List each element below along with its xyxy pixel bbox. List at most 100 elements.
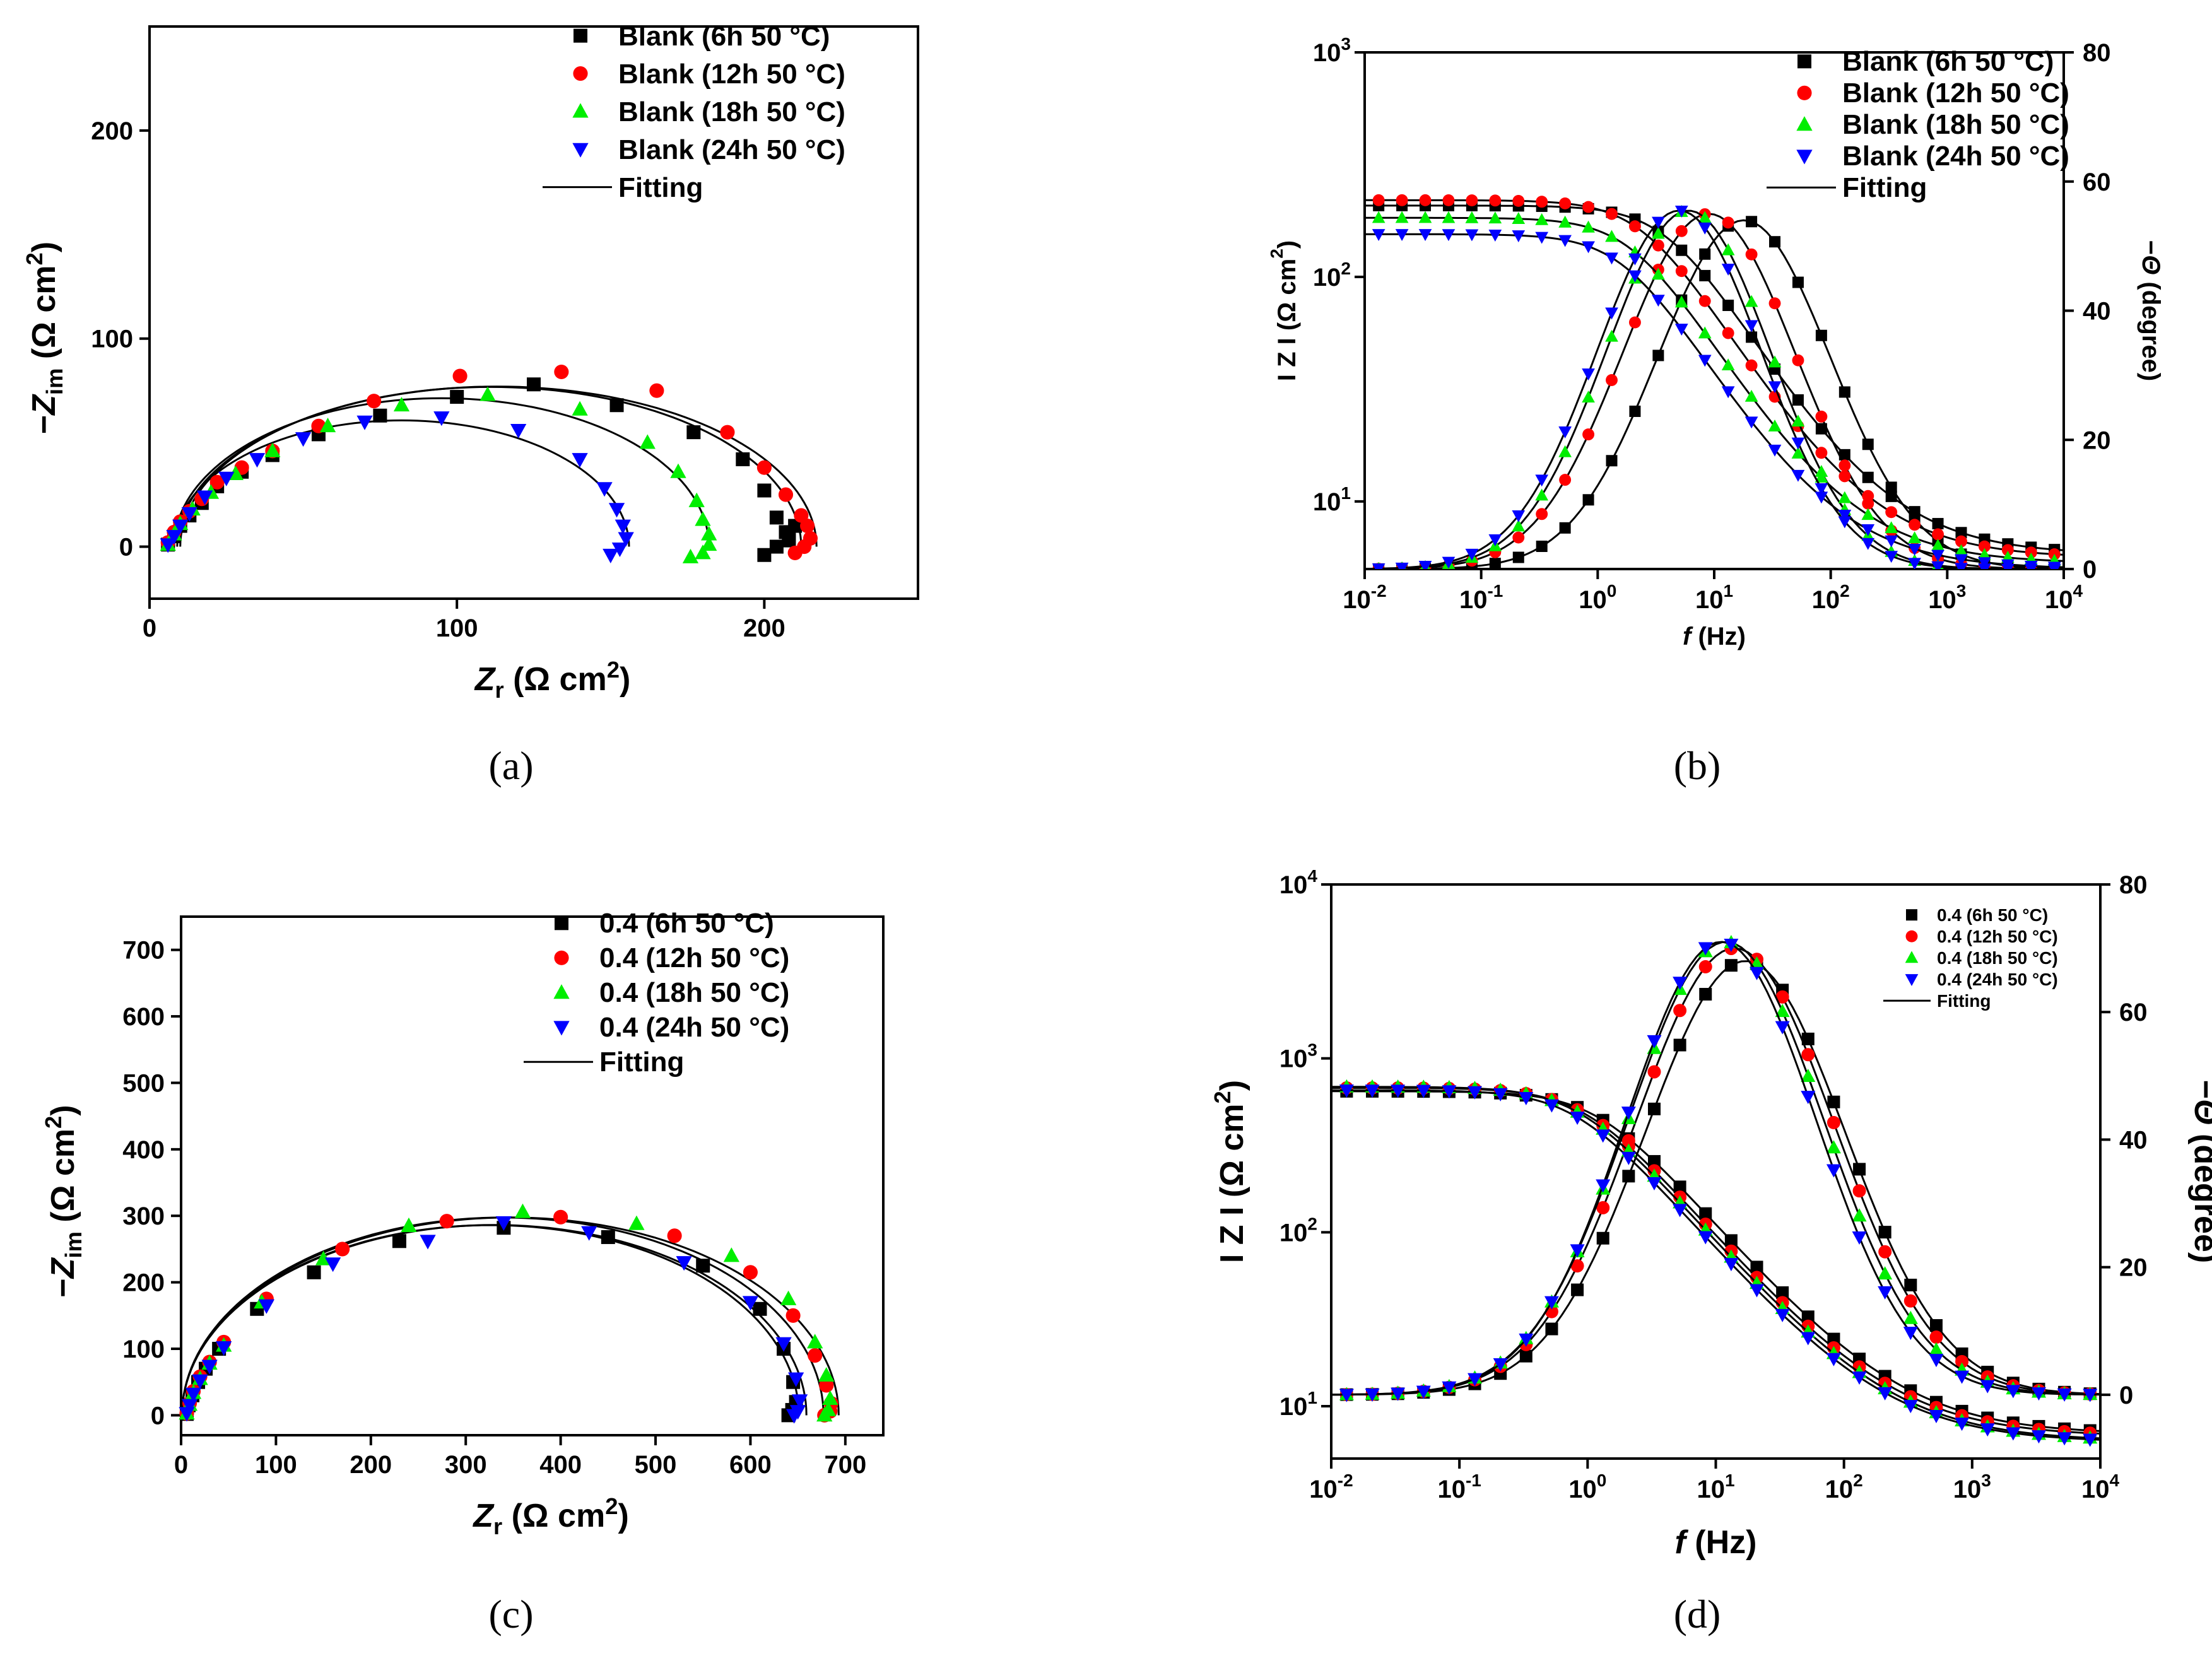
data-point-phase: [1724, 959, 1738, 972]
data-point-phase: [2031, 1387, 2046, 1401]
data-point-modulus: [1628, 270, 1642, 283]
y-axis-title: −Zim (Ω cm2): [40, 1105, 86, 1297]
data-point-phase: [1862, 497, 1874, 510]
data-point-modulus: [1493, 1088, 1508, 1101]
legend-marker-3: [1905, 951, 1919, 963]
data-point-modulus: [1519, 1092, 1534, 1106]
data-point-phase: [1622, 1170, 1635, 1183]
fit-phase-1: [1331, 960, 2100, 1396]
data-point-modulus: [1488, 211, 1502, 224]
data-point-modulus: [1652, 267, 1665, 280]
data-point-phase: [1769, 236, 1781, 248]
legend-label-2: Blank (12h 50 °C): [618, 59, 845, 90]
y-tick-label: 101: [1313, 483, 1351, 516]
data-point-modulus: [1418, 211, 1432, 223]
y-tick-label: 100: [91, 326, 133, 353]
data-point: [628, 1215, 645, 1230]
data-point-modulus: [1698, 1231, 1713, 1245]
data-point-phase: [1488, 534, 1502, 546]
x-axis-title: Zr (Ω cm2): [472, 1493, 629, 1539]
data-point-modulus: [1339, 1084, 1354, 1098]
data-point-phase: [1852, 1208, 1867, 1222]
data-point-modulus: [1699, 1207, 1712, 1220]
data-point: [295, 432, 312, 447]
plot-area: [1365, 194, 2064, 569]
data-point: [608, 503, 625, 518]
data-point: [775, 1337, 792, 1352]
data-point-phase: [1853, 1163, 1866, 1176]
data-point-modulus: [1955, 527, 1967, 539]
data-point: [822, 1390, 838, 1405]
series-4: [179, 1216, 808, 1424]
data-point: [609, 398, 624, 413]
data-point-phase: [1647, 1102, 1661, 1115]
data-point-phase: [1827, 1115, 1840, 1129]
data-point: [788, 519, 803, 533]
data-point: [319, 418, 336, 433]
data-point: [782, 531, 796, 546]
data-point-phase: [1512, 519, 1526, 532]
data-point-phase: [1885, 481, 1897, 493]
fit-modulus-3: [1365, 216, 2064, 562]
legend-marker-3: [553, 984, 570, 999]
x-tick-label: 100: [1568, 1471, 1606, 1503]
x-tick-label: 102: [1825, 1471, 1863, 1503]
data-point-modulus: [1722, 300, 1734, 312]
data-point-phase: [1903, 1327, 1918, 1341]
data-point-phase: [1929, 1330, 1943, 1344]
series-4: [1372, 205, 2061, 569]
data-point-phase: [1744, 295, 1758, 307]
data-point: [192, 1374, 208, 1389]
data-point-modulus: [1724, 1234, 1738, 1247]
data-point-modulus: [1605, 252, 1618, 265]
data-point-modulus: [1838, 510, 1852, 522]
data-point-modulus: [1861, 524, 1875, 536]
data-point-modulus: [1885, 490, 1897, 502]
y2-tick-label: 80: [2119, 871, 2148, 899]
data-point-phase: [1652, 226, 1665, 239]
series-1: [1340, 957, 2097, 1437]
y-tick-label: 200: [122, 1269, 165, 1297]
data-point: [527, 377, 541, 392]
panel-caption: (b): [1674, 743, 1721, 788]
data-point-phase: [1792, 354, 1804, 367]
data-point: [791, 1394, 808, 1409]
data-point-phase: [1955, 1354, 1969, 1368]
data-point-phase: [1606, 374, 1618, 386]
fit-phase-1: [1365, 219, 2064, 569]
data-point: [581, 1226, 597, 1241]
data-point-modulus: [1792, 394, 1804, 406]
data-point-modulus: [1442, 229, 1456, 242]
x-tick-label: 10-2: [1343, 581, 1386, 614]
data-point-modulus: [1878, 1387, 1893, 1401]
legend-label-4: Blank (24h 50 °C): [618, 134, 845, 165]
plot-frame: [180, 915, 885, 1436]
data-point: [307, 1265, 321, 1279]
data-point-modulus: [1698, 355, 1712, 367]
series-2: [1372, 194, 2061, 569]
y-tick-label: 0: [151, 1402, 165, 1430]
data-point-modulus: [1745, 359, 1758, 372]
x-tick-label: 200: [743, 614, 785, 642]
y2-tick-label: 80: [2083, 39, 2111, 67]
data-point-modulus: [1801, 1310, 1815, 1324]
data-point: [553, 1209, 568, 1225]
data-point-modulus: [1489, 194, 1502, 207]
legend-fit-label: Fitting: [1842, 172, 1927, 203]
y2-tick-label: 20: [2083, 426, 2111, 454]
data-point-modulus: [1605, 230, 1618, 242]
data-point-modulus: [1395, 229, 1409, 242]
data-point-phase: [1582, 391, 1595, 403]
y2-tick-label: 40: [2083, 298, 2111, 326]
panel-d: 10-2 10-1 100 101 102 103 104 101 102 103 104 0 20 40…: [1209, 866, 2212, 1636]
y2-axis-title: −Θ (degree): [2137, 240, 2165, 381]
data-point: [264, 442, 281, 457]
data-point-modulus: [1606, 208, 1618, 220]
data-point-phase: [1442, 1381, 1457, 1395]
data-point-phase: [1929, 1354, 1944, 1368]
data-point-modulus: [2025, 546, 2037, 559]
x-tick-label: 101: [1695, 581, 1733, 614]
data-point-modulus: [1673, 1180, 1686, 1194]
data-point-phase: [1745, 248, 1758, 261]
